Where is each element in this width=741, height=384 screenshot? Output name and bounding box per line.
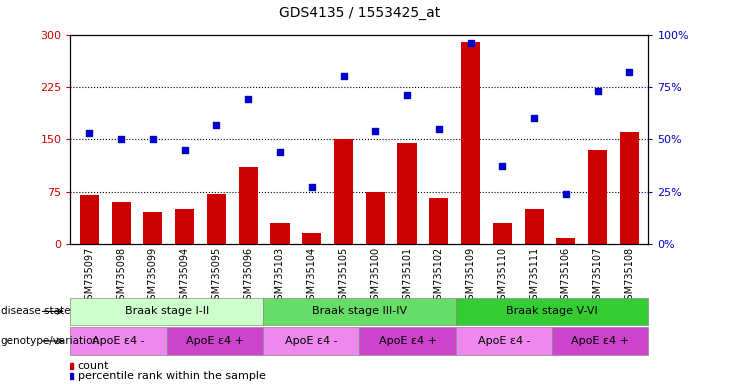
Text: disease state: disease state [1, 306, 70, 316]
Text: ApoE ε4 +: ApoE ε4 + [186, 336, 244, 346]
Bar [302, 233, 322, 244]
Point [147, 136, 159, 142]
Point [433, 126, 445, 132]
Text: percentile rank within the sample: percentile rank within the sample [78, 371, 266, 381]
Bar [239, 167, 258, 244]
Bar [270, 223, 290, 244]
Bar [112, 202, 130, 244]
Point [465, 40, 476, 46]
Bar [525, 209, 544, 244]
Text: Braak stage V-VI: Braak stage V-VI [506, 306, 598, 316]
Bar [80, 195, 99, 244]
Point [401, 92, 413, 98]
Bar [175, 209, 194, 244]
Text: Braak stage III-IV: Braak stage III-IV [312, 306, 407, 316]
Text: ApoE ε4 -: ApoE ε4 - [92, 336, 145, 346]
Point [210, 121, 222, 127]
Text: genotype/variation: genotype/variation [1, 336, 100, 346]
Bar [588, 150, 607, 244]
Bar [429, 199, 448, 244]
Bar [619, 132, 639, 244]
Point [116, 136, 127, 142]
Bar [397, 143, 416, 244]
Point [338, 73, 350, 79]
Bar [556, 238, 575, 244]
Bar [334, 139, 353, 244]
Bar [461, 41, 480, 244]
Point [242, 96, 254, 103]
Bar [207, 194, 226, 244]
Point [496, 163, 508, 169]
Point [306, 184, 318, 190]
Point [591, 88, 603, 94]
Point [179, 147, 190, 153]
Bar [366, 192, 385, 244]
Point [369, 128, 381, 134]
Bar [493, 223, 512, 244]
Text: ApoE ε4 -: ApoE ε4 - [477, 336, 531, 346]
Point [560, 190, 572, 197]
Point [274, 149, 286, 155]
Text: count: count [78, 361, 110, 371]
Text: ApoE ε4 +: ApoE ε4 + [379, 336, 436, 346]
Point [623, 69, 635, 75]
Point [84, 130, 96, 136]
Point [528, 115, 540, 121]
Text: ApoE ε4 -: ApoE ε4 - [285, 336, 338, 346]
Text: Braak stage I-II: Braak stage I-II [124, 306, 209, 316]
Text: GDS4135 / 1553425_at: GDS4135 / 1553425_at [279, 7, 440, 20]
Text: ApoE ε4 +: ApoE ε4 + [571, 336, 629, 346]
Bar [144, 212, 162, 244]
